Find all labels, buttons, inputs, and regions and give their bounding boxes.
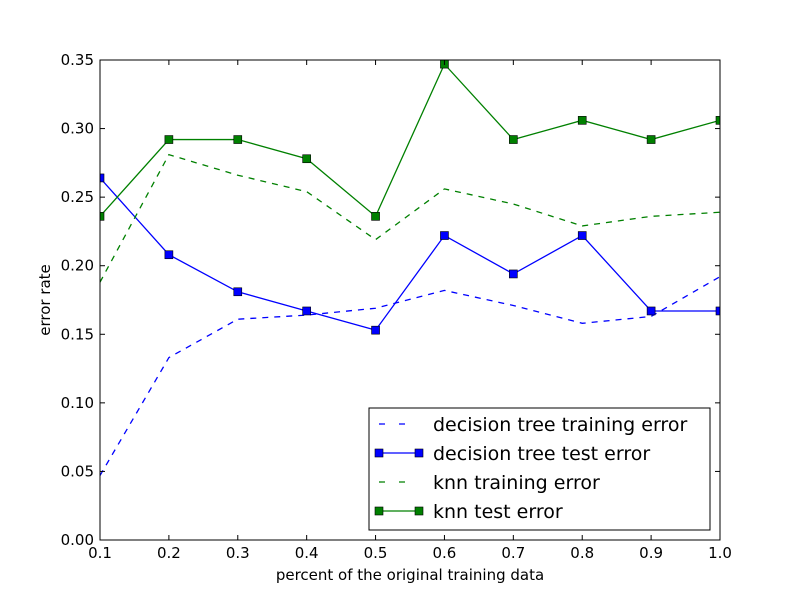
- x-tick-label: 0.8: [570, 544, 594, 562]
- x-tick-label: 0.5: [364, 544, 388, 562]
- series-1-point-1: [164, 250, 174, 260]
- x-tick-label: 0.9: [639, 544, 663, 562]
- series-1-point-3: [302, 306, 311, 316]
- y-tick-label: 0.20: [61, 257, 94, 275]
- x-tick-label: 0.4: [295, 544, 319, 562]
- series-3-point-8: [646, 135, 656, 144]
- y-tick-label: 0.15: [61, 325, 94, 343]
- series-3-point-4: [371, 212, 380, 221]
- y-axis-label: error rate: [36, 264, 54, 336]
- legend-marker-1-a: [374, 448, 384, 458]
- x-tick-label: 0.3: [226, 544, 250, 562]
- legend-label: knn training error: [433, 472, 600, 494]
- legend-label: decision tree test error: [433, 443, 650, 465]
- y-tick-label: 0.30: [61, 120, 94, 138]
- y-tick-label: 0.25: [61, 188, 94, 206]
- legend-marker-3-a: [374, 506, 384, 516]
- series-group: [100, 60, 720, 476]
- x-tick-label: 0.6: [433, 544, 457, 562]
- x-tick-label: 0.1: [88, 544, 112, 562]
- series-3-point-2: [233, 135, 243, 144]
- x-tick-label: 0.2: [157, 544, 181, 562]
- legend-label: decision tree training error: [433, 414, 687, 436]
- plot-layer: [100, 60, 720, 476]
- x-tick-label: 1.0: [708, 544, 732, 562]
- series-3-point-1: [164, 135, 174, 144]
- axes-layer: 0.1 0.2 0.3 0.4 0.5 0.6 0.7 0.8 0.9 1.0 0.00 0.05 0.…: [61, 51, 732, 562]
- legend-box: [368, 407, 711, 531]
- series-3-point-0: [100, 212, 105, 221]
- series-1-point-6: [509, 269, 518, 279]
- series-3-point-7: [577, 116, 587, 125]
- series-3-point-9: [715, 116, 720, 125]
- series-line-1: [100, 177, 720, 331]
- series-1-point-0: [100, 173, 105, 183]
- series-3-point-3: [302, 154, 311, 164]
- series-3-point-6: [509, 135, 518, 144]
- x-axis-label: percent of the original training data: [276, 566, 544, 584]
- series-line-2: [100, 153, 720, 283]
- plot-frame: [99, 59, 721, 541]
- y-tick-label: 0.05: [61, 462, 94, 480]
- series-1-point-4: [371, 325, 380, 335]
- series-1-point-5: [440, 231, 449, 240]
- y-tick-label: 0.10: [61, 394, 94, 412]
- y-tick-label: 0.35: [61, 51, 94, 69]
- legend-marker-3-b: [414, 506, 424, 516]
- series-line-3: [100, 62, 720, 218]
- series-1-point-8: [646, 306, 656, 316]
- x-tick-label: 0.7: [501, 544, 525, 562]
- series-1-point-9: [715, 306, 720, 316]
- series-1-point-2: [233, 287, 243, 297]
- legend: decision tree training error decision tre…: [368, 407, 711, 531]
- series-line-0: [100, 276, 720, 476]
- series-1-point-7: [577, 231, 587, 240]
- legend-label: knn test error: [433, 501, 563, 523]
- y-tick-label: 0.00: [61, 531, 94, 549]
- legend-marker-1-b: [414, 448, 424, 458]
